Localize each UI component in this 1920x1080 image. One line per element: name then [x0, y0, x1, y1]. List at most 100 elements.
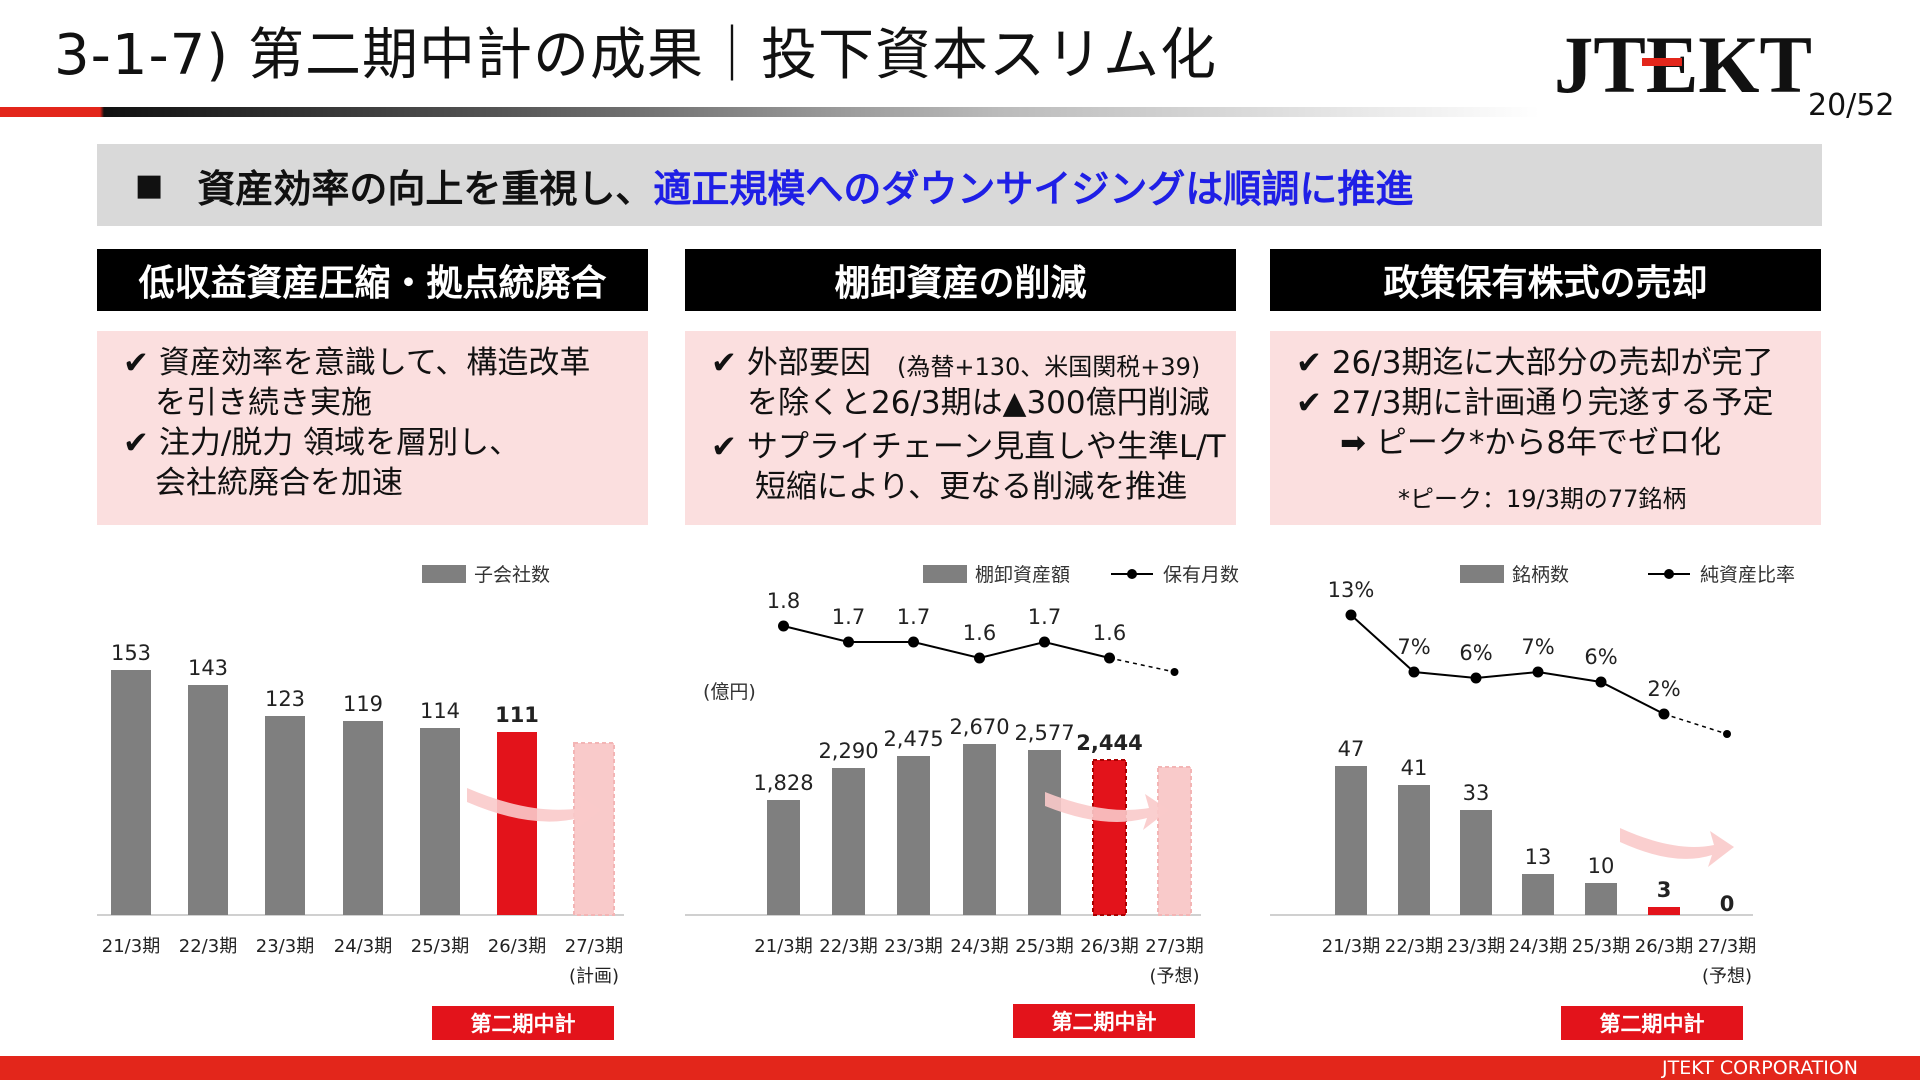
series-line	[1350, 614, 1665, 715]
line-point	[778, 620, 789, 632]
bar	[1460, 810, 1492, 915]
headline-banner: ■ 資産効率の向上を重視し、 適正規模へのダウンサイジングは順調に推進	[97, 144, 1822, 226]
legend-swatch-bars	[1460, 565, 1504, 583]
line-value-label: 1.6	[963, 621, 996, 645]
line-point	[1170, 668, 1179, 676]
line-point	[1408, 666, 1420, 678]
bar	[963, 744, 996, 915]
bar-value-label: 2,444	[1076, 731, 1142, 755]
x-tick-label: 22/3期	[1385, 936, 1443, 957]
line-value-label: 1.7	[897, 605, 930, 629]
x-tick-label: 23/3期	[884, 936, 942, 957]
footer-company: JTEKT CORPORATION	[1661, 1057, 1858, 1079]
chart-shareholdings-svg: 銘柄数 純資産比率 47 21/3期 41 22/3期 33 23/3期 13 24/3期 10 25…	[1270, 564, 1795, 987]
x-tick-label: 24/3期	[1509, 936, 1567, 957]
x-tick-label: 25/3期	[1572, 936, 1630, 957]
midterm-badge-1: 第二期中計	[432, 1006, 614, 1040]
line-point	[1470, 672, 1482, 684]
legend-line-marker	[1127, 569, 1137, 579]
x-tick-label: 24/3期	[334, 936, 392, 957]
bar-value-label: 10	[1588, 854, 1615, 878]
section1-line: ✔ 資産効率を意識して、構造改革	[123, 345, 591, 381]
line-value-label: 13%	[1328, 578, 1375, 602]
line-value-label: 6%	[1584, 645, 1617, 669]
line-point	[1104, 652, 1115, 664]
section-title-3: 政策保有株式の売却	[1270, 249, 1821, 311]
x-tick-label: 27/3期	[565, 936, 623, 957]
section3-line: ➡ ピーク*から8年でゼロ化	[1340, 425, 1722, 461]
trend-arrow	[1045, 792, 1169, 830]
series-line-forecast	[1109, 657, 1175, 673]
page-title: 3-1-7) 第二期中計の成果｜投下資本スリム化	[54, 23, 1217, 88]
svg-text:JTEKT: JTEKT	[1554, 22, 1812, 104]
x-tick-label: 26/3期	[1080, 936, 1138, 957]
bar-value-label: 3	[1657, 878, 1672, 902]
bar	[188, 685, 228, 915]
x-tick-label: 27/3期	[1145, 936, 1203, 957]
line-value-label: 2%	[1647, 677, 1680, 701]
line-value-label: 1.8	[767, 589, 800, 613]
bar-value-label: 114	[420, 699, 460, 723]
bar	[343, 721, 383, 915]
section3-line: ✔ 26/3期迄に大部分の売却が完了	[1296, 345, 1774, 381]
chart-subsidiaries-svg: 子会社数 153 21/3期 143 22/3期 123 23/3期 119 24/3期 114 2…	[97, 564, 624, 987]
bar	[497, 732, 537, 915]
line-point	[1345, 609, 1357, 621]
chart-subsidiaries: 子会社数 153 21/3期 143 22/3期 123 23/3期 119 24/3期 114 2…	[97, 550, 648, 990]
section3-line: ✔ 27/3期に計画通り完遂する予定	[1296, 385, 1774, 421]
bar-value-label: 143	[188, 656, 228, 680]
line-value-label: 1.7	[1028, 605, 1061, 629]
x-tick-note: (予想)	[1702, 966, 1752, 987]
bar-value-label: 153	[111, 641, 151, 665]
legend-label-bars: 銘柄数	[1512, 564, 1569, 586]
x-tick-label: 21/3期	[1322, 936, 1380, 957]
bar-value-label: 1,828	[753, 771, 813, 795]
bar-value-label: 119	[343, 692, 383, 716]
x-tick-label: 22/3期	[179, 936, 237, 957]
bar-value-label: 2,577	[1014, 721, 1074, 745]
bar	[1092, 759, 1127, 916]
headline-text: 資産効率の向上を重視し、	[197, 166, 654, 211]
legend-swatch-bars	[422, 565, 466, 583]
bullet-square: ■	[135, 167, 164, 203]
line-value-label: 7%	[1521, 635, 1554, 659]
line-point	[1595, 676, 1607, 688]
bar-value-label: 0	[1720, 892, 1735, 916]
line-point	[1723, 730, 1731, 738]
section1-line: を引き続き実施	[155, 385, 372, 421]
chart-inventory-svg: 棚卸資産額 保有月数 (億円) 1,828 21/3期 2,290 22/3期 2,475 23…	[685, 564, 1239, 987]
section-box-3: ✔ 26/3期迄に大部分の売却が完了 ✔ 27/3期に計画通り完遂する予定 ➡ …	[1270, 331, 1821, 525]
line-value-label: 1.6	[1093, 621, 1126, 645]
section2-note: (為替+130、米国関税+39)	[897, 353, 1201, 381]
x-tick-label: 21/3期	[754, 936, 812, 957]
legend-swatch-bars	[923, 565, 967, 583]
series-line	[783, 625, 1110, 660]
bar	[1335, 766, 1367, 915]
jtekt-logo: JTEKT	[1554, 22, 1812, 104]
headline-highlight: 適正規模へのダウンサイジングは順調に推進	[653, 166, 1414, 211]
section2-line: 短縮により、更なる削減を推進	[755, 469, 1188, 505]
section-title-2: 棚卸資産の削減	[685, 249, 1236, 311]
page-number: 20/52	[1808, 88, 1895, 123]
section1-line: 会社統廃合を加速	[155, 465, 403, 501]
trend-arrow	[1620, 828, 1734, 867]
x-tick-label: 23/3期	[1447, 936, 1505, 957]
x-tick-label: 23/3期	[256, 936, 314, 957]
section-box-1: ✔ 資産効率を意識して、構造改革 を引き続き実施 ✔ 注力/脱力 領域を層別し、…	[97, 331, 648, 525]
section1-line: ✔ 注力/脱力 領域を層別し、	[123, 425, 521, 461]
line-point	[1039, 636, 1050, 648]
bar	[897, 756, 930, 915]
bar	[1028, 750, 1061, 915]
x-tick-note: (予想)	[1149, 966, 1199, 987]
x-tick-label: 22/3期	[819, 936, 877, 957]
bar-value-label: 13	[1525, 845, 1552, 869]
section-box-2: ✔ 外部要因 (為替+130、米国関税+39) を除くと26/3期は▲300億円…	[685, 331, 1236, 525]
line-value-label: 7%	[1397, 635, 1430, 659]
x-tick-label: 27/3期	[1698, 936, 1756, 957]
legend-label-bars: 棚卸資産額	[975, 564, 1070, 586]
x-tick-label: 25/3期	[411, 936, 469, 957]
bar	[767, 800, 800, 915]
bar-value-label: 123	[265, 687, 305, 711]
legend-label-line: 純資産比率	[1700, 564, 1795, 586]
legend-label-bars: 子会社数	[474, 564, 550, 586]
